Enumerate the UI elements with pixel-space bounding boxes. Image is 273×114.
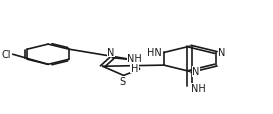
Text: Cl: Cl	[2, 50, 11, 60]
Text: S: S	[119, 77, 125, 87]
Text: N: N	[218, 48, 225, 58]
Text: N: N	[192, 67, 199, 77]
Text: NH: NH	[127, 54, 142, 64]
Text: N: N	[107, 47, 114, 57]
Text: NH: NH	[191, 83, 206, 93]
Text: H: H	[131, 63, 138, 73]
Text: HN: HN	[147, 48, 162, 57]
